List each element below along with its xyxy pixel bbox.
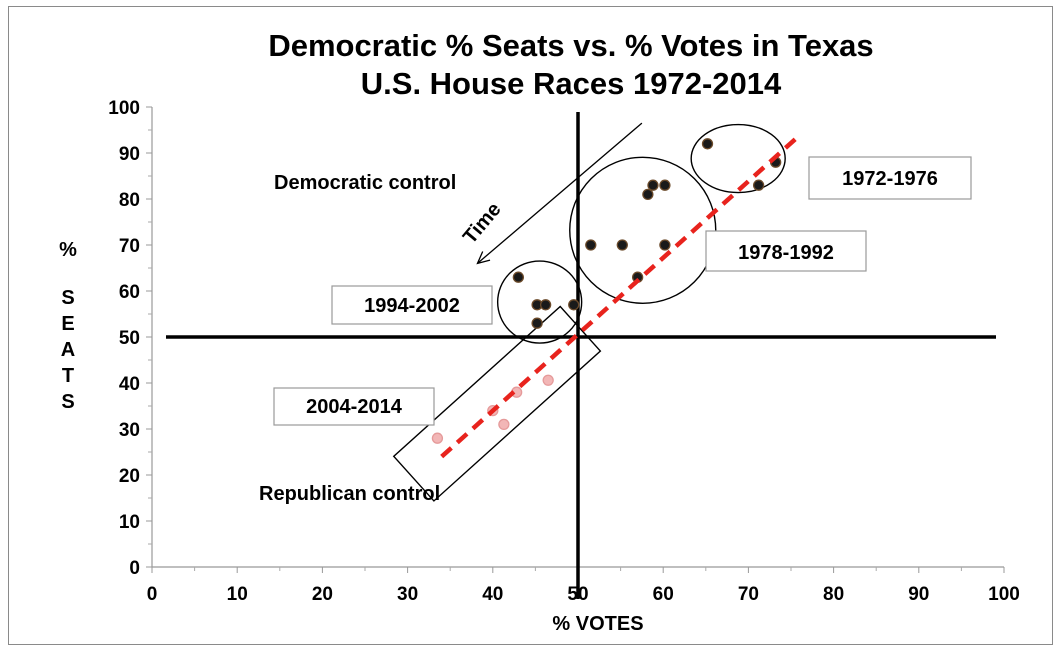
y-tick-label: 0 [129,558,140,579]
group-box-2004-2014 [392,305,602,502]
x-tick-label: 30 [397,584,418,605]
data-point-1978-1992 [616,239,628,251]
x-tick-label: 60 [653,584,674,605]
scatter-chart: Democratic % Seats vs. % Votes in Texas … [59,28,1020,635]
y-axis-label-char-0: % [59,239,77,261]
label-box-2004-2014-text: 2004-2014 [306,396,403,418]
group-circle-1994-2002 [496,260,583,344]
label-box-1994-2002: 1994-2002 [331,285,493,325]
y-tick-label: 20 [119,466,140,487]
plot-area: 0102030405060708090100010203040506070809… [108,98,1020,605]
time-arrow: Time [459,199,506,249]
y-tick-label: 70 [119,236,140,257]
y-tick-label: 80 [119,190,140,211]
data-point-1994-2002 [539,299,552,311]
label-box-1972-1976: 1972-1976 [808,156,972,200]
y-tick-label: 30 [119,420,140,441]
x-tick-label: 0 [147,584,158,605]
y-axis-label-char-1: S [61,287,74,309]
chart-title-line-1: Democratic % Seats vs. % Votes in Texas [268,28,873,63]
region-label-democratic: Democratic control [274,172,456,194]
label-box-1978-1992-text: 1978-1992 [738,242,834,264]
time-arrow-head [476,251,491,265]
x-tick-label: 40 [482,584,503,605]
y-axis-label-char-5: S [61,391,74,413]
data-point-1972-1976 [701,138,714,150]
data-point-1972-1976 [752,179,765,191]
time-arrow-label: Time [459,199,506,249]
label-box-2004-2014: 2004-2014 [273,387,435,426]
x-axis-label: % VOTES [552,613,643,635]
y-axis-label-char-3: A [61,339,75,361]
chart-title-line-2: U.S. House Races 1972-2014 [361,66,782,101]
x-tick-label: 100 [988,584,1020,605]
data-point-1978-1992 [647,179,659,191]
data-point-2004-2014 [498,418,510,431]
trend-line [440,137,797,459]
data-point-1978-1992 [642,188,654,201]
x-tick-label: 10 [227,584,248,605]
y-tick-label: 40 [119,374,140,395]
label-box-1972-1976-text: 1972-1976 [842,168,938,190]
data-point-2004-2014 [431,432,444,444]
x-tick-label: 70 [738,584,759,605]
data-point-1994-2002 [512,271,525,283]
y-axis-label-char-2: E [61,313,74,335]
x-tick-label: 20 [312,584,333,605]
region-label-republican: Republican control [259,483,440,505]
x-tick-label: 90 [908,584,929,605]
time-arrow-shaft [477,122,643,264]
data-point-1978-1992 [659,179,671,191]
y-tick-label: 60 [119,282,140,303]
data-point-1978-1992 [659,239,671,251]
group-circle-1972-1976 [690,123,786,194]
chart-frame: Democratic % Seats vs. % Votes in Texas … [8,6,1053,645]
y-tick-label: 90 [119,144,140,165]
y-axis-label-char-4: T [62,365,74,387]
label-box-1994-2002-text: 1994-2002 [364,295,460,317]
x-tick-label: 80 [823,584,844,605]
data-point-1994-2002 [568,299,580,311]
data-point-1978-1992 [585,239,597,251]
y-tick-label: 100 [108,98,140,119]
group-circle-1978-1992 [569,156,717,304]
data-point-1994-2002 [531,317,543,329]
label-box-1978-1992: 1978-1992 [705,230,867,272]
y-tick-label: 10 [119,512,140,533]
y-tick-label: 50 [119,328,140,349]
data-point-2004-2014 [542,374,554,386]
